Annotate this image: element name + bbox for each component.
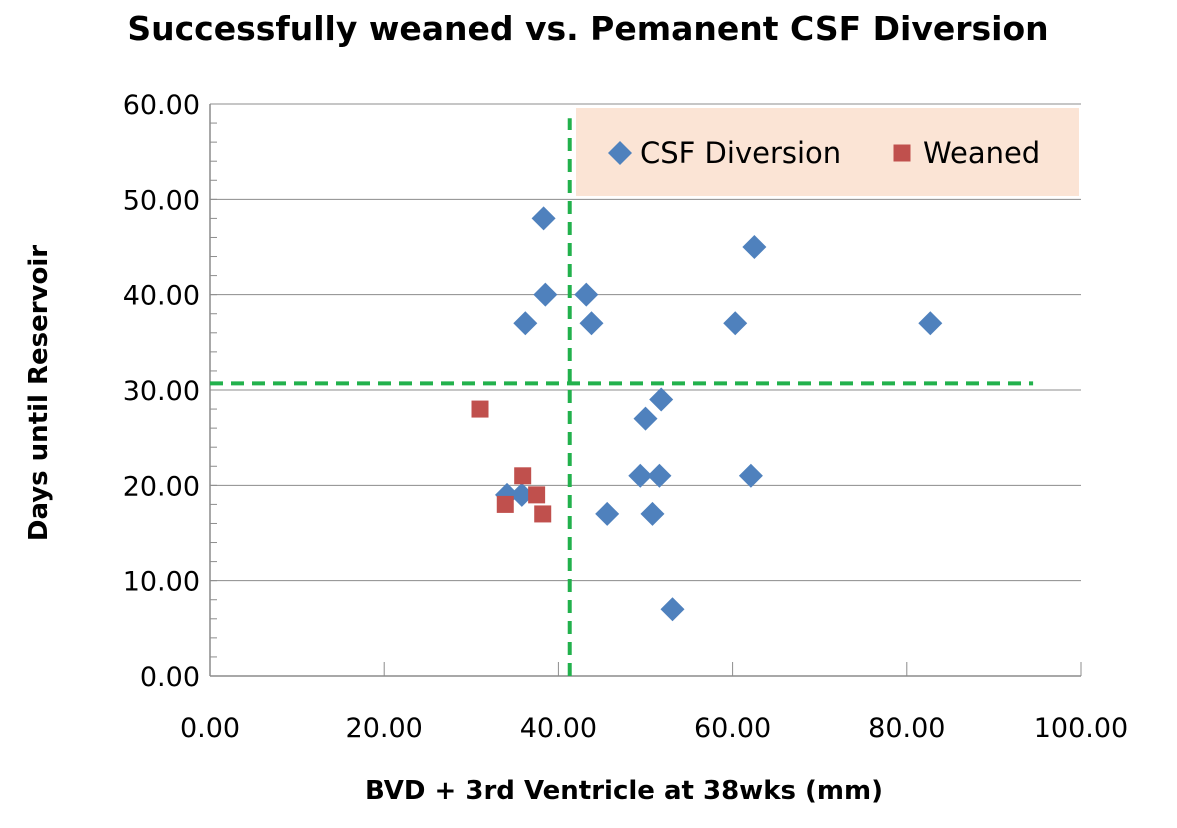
data-points bbox=[471, 206, 943, 622]
y-tick-label: 0.00 bbox=[140, 662, 200, 693]
csf-diversion-point bbox=[533, 282, 558, 307]
legend-label: Weaned bbox=[923, 136, 1040, 170]
csf-diversion-point bbox=[531, 206, 556, 231]
x-tick-label: 60.00 bbox=[694, 713, 771, 744]
csf-diversion-point bbox=[633, 406, 658, 431]
csf-diversion-point bbox=[579, 311, 604, 336]
x-tick-label: 100.00 bbox=[1034, 713, 1128, 744]
csf-diversion-point bbox=[918, 311, 943, 336]
legend: CSF Diversion Weaned bbox=[576, 108, 1079, 196]
y-tick-label: 30.00 bbox=[123, 376, 200, 407]
csf-diversion-point bbox=[742, 235, 767, 259]
x-axis-title: BVD + 3rd Ventricle at 38wks (mm) bbox=[365, 776, 883, 806]
grid-lines bbox=[210, 103, 1081, 582]
csf-diversion-point bbox=[628, 463, 653, 488]
x-tick-label: 80.00 bbox=[868, 713, 945, 744]
reference-lines bbox=[210, 118, 1034, 676]
weaned-point bbox=[496, 495, 514, 513]
csf-diversion-point bbox=[595, 501, 620, 526]
x-tick-label: 40.00 bbox=[520, 713, 597, 744]
y-tick-label: 40.00 bbox=[123, 281, 200, 312]
y-tick-label: 50.00 bbox=[123, 185, 200, 216]
csf-diversion-point bbox=[509, 482, 534, 507]
weaned-point bbox=[471, 400, 489, 418]
y-tick-label: 20.00 bbox=[123, 471, 200, 502]
csf-diversion-point bbox=[649, 387, 674, 412]
y-axis-title: Days until Reservoir bbox=[24, 245, 54, 541]
csf-diversion-point bbox=[640, 501, 665, 526]
csf-diversion-point bbox=[574, 282, 599, 307]
legend-marker-diamond bbox=[608, 141, 632, 165]
tick-labels: 0.00 10.00 20.00 30.00 40.00 50.00 60.00 0.00 20… bbox=[123, 90, 1129, 744]
csf-diversion-point bbox=[738, 463, 763, 488]
csf-diversion-point bbox=[647, 463, 672, 488]
chart-title: Successfully weaned vs. Pemanent CSF Div… bbox=[127, 9, 1048, 48]
weaned-point bbox=[528, 486, 546, 504]
csf-diversion-point bbox=[513, 311, 538, 336]
weaned-point bbox=[534, 505, 552, 523]
legend-box bbox=[576, 108, 1079, 196]
csf-diversion-point bbox=[723, 311, 748, 336]
legend-marker-square bbox=[893, 144, 911, 162]
y-tick-label: 10.00 bbox=[123, 567, 200, 598]
csf-diversion-point bbox=[660, 597, 685, 622]
x-tick-label: 0.00 bbox=[180, 713, 240, 744]
legend-label: CSF Diversion bbox=[640, 136, 841, 170]
x-tick-label: 20.00 bbox=[346, 713, 423, 744]
weaned-point bbox=[514, 467, 532, 485]
y-tick-label: 60.00 bbox=[123, 90, 200, 121]
axes bbox=[209, 103, 1082, 677]
